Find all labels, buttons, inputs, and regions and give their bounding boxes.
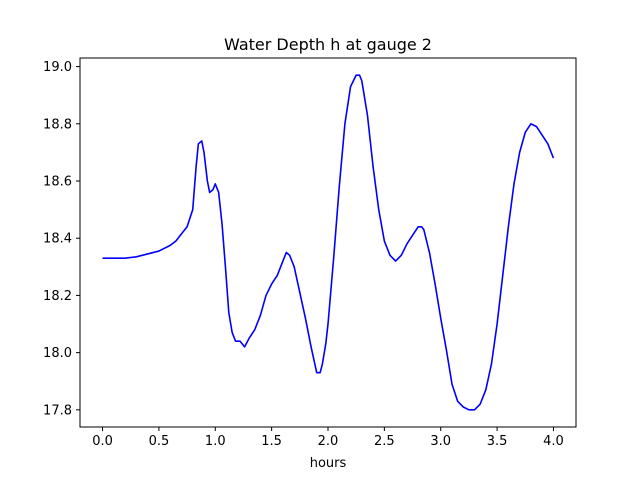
y-tick-label: 18.0 [43, 346, 72, 361]
series-line-0 [102, 74, 555, 411]
x-tick-label: 1.5 [261, 434, 282, 449]
x-tick-label: 0.5 [149, 434, 170, 449]
x-tick-label: 0.0 [92, 434, 113, 449]
y-tick-label: 18.6 [43, 175, 72, 190]
y-tick-label: 17.8 [43, 403, 72, 418]
x-tick-label: 1.0 [205, 434, 226, 449]
plot-area: 0.0 0.5 1.0 1.5 2.0 2.5 3.0 3.5 4.0 17.8 18.0 18.2 1… [43, 57, 577, 449]
x-tick-label: 2.5 [374, 434, 395, 449]
x-tick-label: 3.5 [487, 434, 508, 449]
x-tick-label: 4.0 [543, 434, 564, 449]
y-tick-label: 18.4 [43, 232, 72, 247]
x-tick-label: 2.0 [318, 434, 339, 449]
y-tick-label: 19.0 [43, 60, 72, 75]
x-tick-label: 3.0 [430, 434, 451, 449]
y-tick-label: 18.2 [43, 289, 72, 304]
x-axis-label: hours [310, 456, 347, 471]
chart-title: Water Depth h at gauge 2 [224, 35, 432, 54]
y-tick-label: 18.8 [43, 117, 72, 132]
